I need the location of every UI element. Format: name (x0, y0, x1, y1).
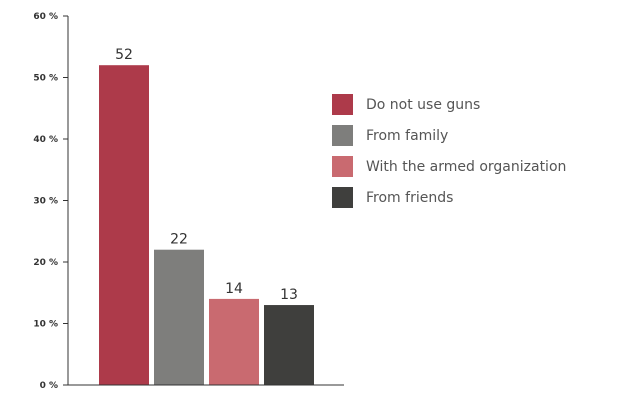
legend-swatch (332, 187, 353, 208)
legend-label: With the armed organization (366, 159, 566, 175)
y-tick-label: 10 % (33, 320, 58, 330)
y-tick-label: 50 % (33, 74, 58, 84)
bar (264, 305, 314, 385)
bar (154, 249, 204, 385)
data-labels: 52 22 14 13 (115, 47, 298, 303)
legend-swatch (332, 156, 353, 177)
y-tick-label: 40 % (33, 135, 58, 145)
data-label: 52 (115, 47, 133, 63)
data-label: 22 (170, 232, 188, 248)
legend-label: From friends (366, 190, 453, 206)
legend: Do not use guns From family With the armed… (332, 94, 566, 208)
y-tick-label: 60 % (33, 12, 58, 22)
y-tick-label: 0 % (40, 381, 58, 391)
y-tick-label: 30 % (33, 197, 58, 207)
y-tick-label: 20 % (33, 258, 58, 268)
legend-swatch (332, 94, 353, 115)
legend-label: Do not use guns (366, 97, 480, 113)
bar (99, 65, 149, 385)
data-label: 13 (280, 287, 298, 303)
bar (209, 298, 259, 385)
legend-swatch (332, 125, 353, 146)
bars (99, 65, 314, 385)
y-axis: 0 % 10 % 20 % 30 % 40 % 50 % 60 % (33, 12, 69, 391)
legend-label: From family (366, 128, 448, 144)
data-label: 14 (225, 281, 243, 297)
